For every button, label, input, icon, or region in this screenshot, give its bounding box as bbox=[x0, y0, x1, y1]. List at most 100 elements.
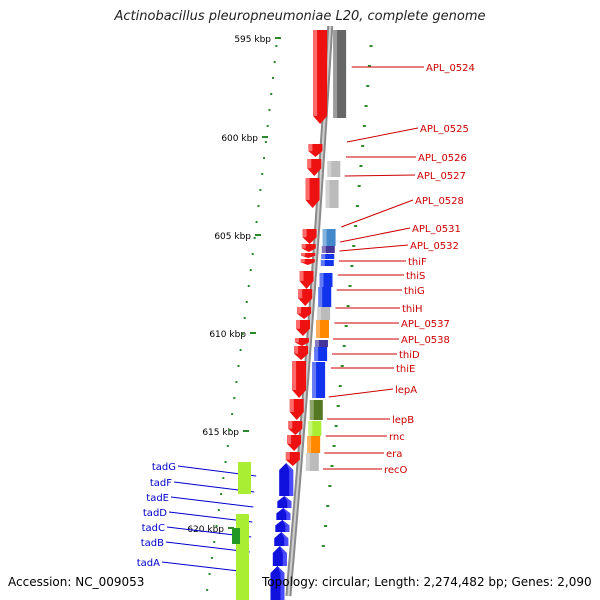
gene-tadA: tadA bbox=[137, 558, 285, 600]
cog-box bbox=[319, 273, 333, 287]
label-leader bbox=[340, 227, 411, 243]
gene-recO: recO bbox=[323, 465, 408, 476]
gene-label: rnc bbox=[389, 432, 405, 443]
gene-label: tadD bbox=[143, 508, 167, 519]
gene-arrow-shade bbox=[307, 159, 312, 169]
cog-box bbox=[320, 260, 334, 266]
gene-arrow-shade bbox=[305, 178, 310, 200]
cog-box bbox=[321, 254, 335, 259]
gene-APL_0527: APL_0527 bbox=[305, 171, 466, 208]
gene-lepB: lepB bbox=[288, 415, 414, 436]
kbp-tick-label: 605 kbp bbox=[214, 232, 251, 242]
gene-arrow-shade bbox=[313, 30, 318, 116]
gene-label: tadA bbox=[137, 558, 160, 569]
gene-arrow-shade bbox=[289, 399, 294, 412]
gene-label: tadB bbox=[141, 538, 164, 549]
gene-arrow-shade bbox=[295, 320, 300, 329]
cog-box-shade bbox=[327, 161, 332, 177]
gene-APL_0531: APL_0531 bbox=[301, 224, 461, 253]
gene-arrow-shade bbox=[302, 229, 307, 238]
cog-box bbox=[327, 161, 341, 177]
gene-label: thiH bbox=[402, 304, 423, 315]
cog-box-shade bbox=[308, 421, 313, 436]
gene-label: tadE bbox=[146, 493, 169, 504]
cog-box-shade bbox=[325, 180, 330, 208]
cog-box-shade bbox=[312, 362, 317, 398]
cog-box-shade bbox=[320, 260, 325, 266]
cog-box-shade bbox=[314, 347, 319, 361]
gene-label: tadG bbox=[152, 462, 176, 473]
cog-box bbox=[322, 229, 336, 246]
gene-arrow-shade bbox=[298, 289, 303, 299]
cog-box bbox=[312, 362, 326, 398]
cog-box-shade bbox=[333, 30, 338, 118]
gene-arrow-shade bbox=[282, 520, 290, 532]
gene-arrow-shade bbox=[294, 346, 299, 354]
gene-label: lepB bbox=[392, 415, 414, 426]
gene-label: thiE bbox=[396, 364, 415, 375]
gene-label: era bbox=[386, 449, 402, 460]
cog-box bbox=[318, 287, 332, 307]
genome-title: Actinobacillus pleuropneumoniae L20, com… bbox=[114, 9, 486, 24]
cog-box-shade bbox=[314, 340, 319, 347]
gene-arrow-shade bbox=[301, 253, 306, 256]
label-leader bbox=[161, 561, 248, 573]
gene-APL_0532: APL_0532 bbox=[301, 241, 459, 259]
cog-box bbox=[321, 246, 335, 253]
cog-box bbox=[315, 320, 329, 338]
gene-arrow-shade bbox=[281, 532, 289, 546]
gene-label: APL_0532 bbox=[410, 241, 459, 252]
gene-arrow-shade bbox=[300, 259, 305, 263]
cog-box bbox=[308, 421, 322, 436]
gene-tadE: tadE bbox=[146, 493, 291, 520]
gene-label: thiD bbox=[399, 350, 420, 361]
gene-lepA: lepA bbox=[289, 385, 417, 420]
tad-cog-boxes bbox=[232, 462, 251, 600]
gene-era: era bbox=[285, 449, 402, 471]
backbone bbox=[285, 25, 334, 597]
cog-box bbox=[325, 180, 339, 208]
kbp-tick-label: 615 kbp bbox=[202, 428, 239, 438]
gene-arrow-shade bbox=[285, 452, 290, 460]
gene-APL_0526: APL_0526 bbox=[307, 153, 467, 177]
label-leader bbox=[339, 244, 409, 252]
gene-arrow-shade bbox=[283, 508, 291, 520]
cog-box bbox=[317, 307, 331, 320]
gene-arrow-shade bbox=[284, 496, 292, 508]
gene-arrow-shade bbox=[297, 307, 302, 314]
gene-label: APL_0528 bbox=[415, 196, 464, 207]
gene-label: APL_0525 bbox=[420, 124, 469, 135]
gene-label: APL_0537 bbox=[401, 319, 450, 330]
gene-thiD: thiD bbox=[294, 346, 420, 361]
cog-box bbox=[305, 453, 319, 471]
gene-arrow-shade bbox=[279, 546, 287, 566]
gene-label: APL_0531 bbox=[412, 224, 461, 235]
kbp-tick-label: 620 kbp bbox=[187, 525, 224, 535]
gene-label: APL_0524 bbox=[426, 63, 475, 74]
gene-rnc: rnc bbox=[287, 432, 405, 453]
gene-thiF: thiF bbox=[300, 257, 427, 268]
cog-box-shade bbox=[319, 273, 324, 287]
label-leader bbox=[346, 127, 419, 143]
genome-summary-text: Topology: circular; Length: 2,274,482 bp… bbox=[262, 575, 592, 589]
kbp-tick-label: 600 kbp bbox=[221, 134, 258, 144]
label-leader bbox=[344, 174, 416, 177]
gene-APL_0524: APL_0524 bbox=[313, 30, 475, 124]
label-leader bbox=[328, 388, 394, 398]
gene-label: thiS bbox=[406, 271, 425, 282]
cog-box bbox=[236, 514, 249, 600]
cog-box-shade bbox=[321, 254, 326, 259]
gene-label: lepA bbox=[395, 385, 417, 396]
gene-arrow-shade bbox=[294, 338, 299, 343]
gene-label: APL_0538 bbox=[401, 335, 450, 346]
gene-arrow-shade bbox=[308, 144, 313, 152]
gene-APL_0525: APL_0525 bbox=[308, 124, 469, 157]
gene-thiS: thiS bbox=[299, 271, 425, 289]
kbp-tick-label: 610 kbp bbox=[209, 330, 246, 340]
cog-box-shade bbox=[322, 229, 327, 246]
cog-box-shade bbox=[321, 246, 326, 253]
cog-box bbox=[238, 462, 251, 494]
cog-box bbox=[309, 400, 323, 420]
cog-box-shade bbox=[307, 436, 312, 453]
gene-tadB: tadB bbox=[141, 538, 287, 566]
